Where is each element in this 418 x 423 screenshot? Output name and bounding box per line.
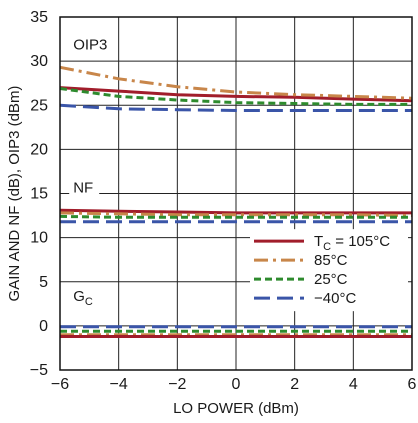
y-tick-label: 10 (30, 230, 48, 247)
x-tick-label: 6 (408, 376, 417, 393)
series-line-oip3-t105 (59, 86, 413, 103)
annotation-background (69, 177, 100, 198)
y-tick-label: 25 (30, 97, 48, 114)
chart-legend: TC = 105°C85°C 25°C −40°C (250, 229, 408, 312)
y-tick-label: 30 (30, 53, 48, 70)
y-tick-label: 20 (30, 141, 48, 158)
plot-frame (59, 16, 413, 371)
x-tick-label: 4 (349, 376, 358, 393)
series-line-oip3-tm40 (59, 103, 412, 112)
legend-background (250, 229, 408, 312)
x-tick-label: −2 (168, 376, 186, 393)
series-line-nf-t85 (59, 211, 413, 218)
annotation-label: OIP3 (73, 37, 107, 54)
annotation-background (69, 286, 96, 309)
chart-series (59, 65, 413, 338)
annotation-label: NF (73, 180, 93, 197)
series-line-nf-t25 (59, 214, 412, 219)
legend-label-t105: TC = 105°C (314, 233, 390, 253)
x-axis-title: LO POWER (dBm) (173, 400, 299, 417)
chart-grid (60, 17, 412, 370)
annotation-background (69, 34, 116, 55)
x-tick-label: −4 (110, 376, 128, 393)
legend-label-tm40: −40°C (314, 290, 356, 307)
legend-label-t85: 85°C (314, 252, 348, 269)
legend-label-t25: 25°C (314, 271, 348, 288)
y-tick-label: 5 (39, 274, 48, 291)
y-tick-label: 0 (39, 318, 48, 335)
x-tick-label: −6 (51, 376, 69, 393)
x-tick-label: 0 (232, 376, 241, 393)
y-tick-label: 35 (30, 9, 48, 26)
series-line-oip3-t25 (59, 87, 412, 106)
y-axis-title: GAIN AND NF (dB), OIP3 (dBm) (6, 86, 23, 302)
chart-tick-labels: −6 −4 −2 0 2 4 6 −5 0 5 10 15 20 25 30 35 (30, 9, 417, 393)
y-tick-label: 15 (30, 186, 48, 203)
x-tick-label: 2 (290, 376, 299, 393)
series-line-nf-t105 (59, 208, 412, 215)
y-tick-label: −5 (30, 362, 48, 379)
series-line-oip3-t85 (59, 65, 413, 100)
